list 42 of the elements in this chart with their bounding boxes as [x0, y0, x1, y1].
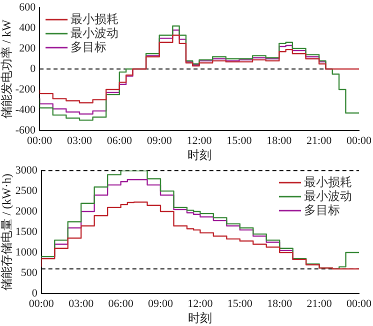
x-tick-label: 00:00	[28, 298, 54, 310]
x-tick-label: 21:00	[306, 134, 332, 147]
x-tick-label: 18:00	[267, 298, 293, 310]
y-tick-label: 400	[19, 22, 36, 34]
x-tick-label: 00:00	[346, 298, 372, 310]
y-tick-label: 1500	[15, 226, 38, 238]
y-tick-label: 0	[32, 287, 38, 300]
legend-label: 多目标	[304, 202, 340, 217]
x-tick-label: 00:00	[27, 134, 53, 147]
y-tick-label: 1000	[15, 246, 38, 258]
y-tick-label: 0	[30, 62, 36, 75]
legend-label: 多目标	[70, 40, 107, 54]
x-tick-label: 00:00	[346, 134, 372, 147]
x-tick-label: 09:00	[148, 298, 174, 310]
x-tick-label: 03:00	[68, 298, 94, 310]
x-tick-label: 06:00	[106, 134, 132, 147]
x-tick-label: 15:00	[227, 298, 253, 310]
y-tick-label: 500	[20, 266, 38, 279]
y-tick-label: -600	[15, 124, 36, 136]
y-tick-label: 200	[19, 42, 36, 54]
y-tick-label: 600	[19, 1, 36, 14]
legend-label: 最小波动	[304, 188, 352, 203]
x-tick-label: 15:00	[226, 134, 252, 147]
x-tick-label: 12:00	[186, 134, 212, 147]
x-tick-label: 21:00	[306, 298, 332, 310]
y-axis-title: 储能存储电量 / (kW·h)	[0, 174, 14, 290]
x-tick-label: 09:00	[146, 134, 172, 147]
legend-label: 最小损耗	[70, 12, 119, 26]
x-tick-label: 18:00	[266, 134, 292, 147]
x-tick-label: 03:00	[66, 134, 93, 147]
y-tick-label: 2000	[15, 205, 38, 218]
y-tick-label: 2500	[15, 184, 38, 197]
y-tick-label: -400	[15, 104, 36, 116]
y-axis-title: 储能发电功率 / kW	[0, 19, 14, 118]
x-tick-label: 06:00	[108, 298, 134, 310]
x-axis-title: 时刻	[187, 148, 212, 162]
legend-label: 最小波动	[70, 26, 119, 40]
legend-label: 最小损耗	[304, 174, 352, 189]
x-axis-title: 时刻	[188, 310, 212, 325]
y-tick-label: -200	[15, 83, 36, 96]
x-tick-label: 12:00	[188, 298, 214, 310]
y-tick-label: 3000	[15, 164, 38, 176]
